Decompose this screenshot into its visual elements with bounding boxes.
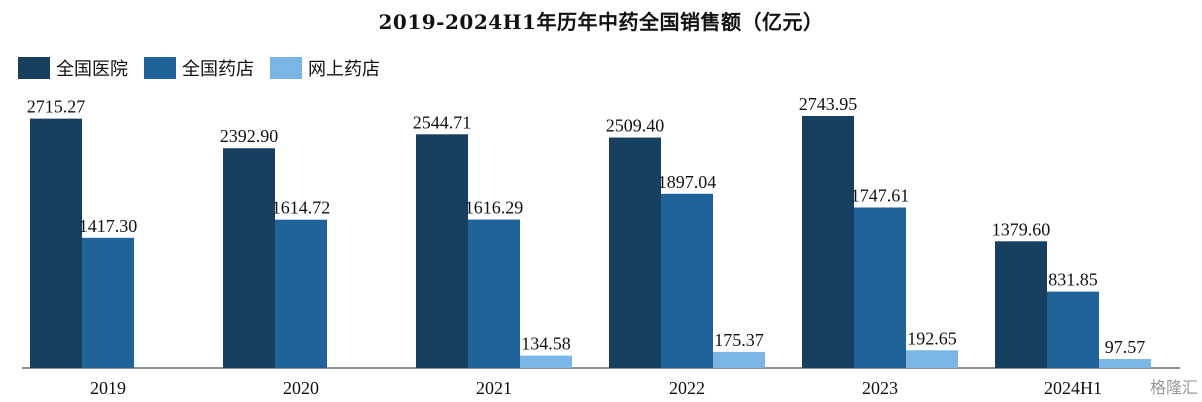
legend: 全国医院 全国药店 网上药店 (18, 55, 380, 81)
legend-item-hospital: 全国医院 (18, 55, 128, 81)
bar-pharmacy-2021 (468, 219, 520, 368)
legend-item-pharmacy: 全国药店 (144, 55, 254, 81)
x-tick-label-2021: 2021 (476, 378, 512, 398)
bar-hospital-2022 (609, 137, 661, 368)
legend-swatch-pharmacy (144, 57, 176, 79)
bar-pharmacy-2020 (275, 219, 327, 368)
value-label-pharmacy-2019: 1417.30 (79, 216, 138, 236)
bar-online-2024H1 (1099, 359, 1151, 368)
bar-hospital-2020 (223, 148, 275, 368)
legend-swatch-hospital (18, 57, 50, 79)
value-label-online-2024H1: 97.57 (1105, 337, 1146, 357)
x-tick-label-2020: 2020 (283, 378, 319, 398)
bar-hospital-2021 (416, 134, 468, 368)
value-label-pharmacy-2022: 1897.04 (658, 172, 717, 192)
value-label-online-2022: 175.37 (714, 330, 764, 350)
x-tick-label-2023: 2023 (862, 378, 898, 398)
bar-hospital-2024H1 (995, 241, 1047, 368)
x-tick-label-2022: 2022 (669, 378, 705, 398)
bar-online-2022 (713, 351, 765, 368)
bar-pharmacy-2022 (661, 193, 713, 368)
bar-hospital-2019 (30, 118, 82, 368)
bar-pharmacy-2023 (854, 207, 906, 368)
value-label-online-2021: 134.58 (521, 334, 571, 354)
bar-hospital-2023 (802, 116, 854, 368)
value-label-hospital-2019: 2715.27 (27, 97, 86, 117)
value-label-hospital-2024H1: 1379.60 (992, 219, 1051, 239)
bar-pharmacy-2024H1 (1047, 291, 1099, 368)
value-label-hospital-2021: 2544.71 (413, 112, 472, 132)
value-label-hospital-2023: 2743.95 (799, 94, 858, 114)
legend-swatch-online (270, 57, 302, 79)
bar-online-2021 (520, 355, 572, 368)
value-label-pharmacy-2024H1: 831.85 (1048, 270, 1098, 290)
value-label-pharmacy-2021: 1616.29 (465, 198, 524, 218)
value-label-pharmacy-2020: 1614.72 (272, 198, 331, 218)
watermark-logo: 格隆汇 (1149, 378, 1198, 397)
legend-label-online: 网上药店 (308, 59, 380, 80)
x-tick-label-2024H1: 2024H1 (1044, 378, 1102, 398)
legend-label-hospital: 全国医院 (56, 59, 128, 80)
value-label-pharmacy-2023: 1747.61 (851, 186, 910, 206)
bar-online-2023 (906, 350, 958, 368)
value-label-hospital-2022: 2509.40 (606, 116, 665, 136)
x-tick-label-2019: 2019 (90, 378, 126, 398)
value-label-online-2023: 192.65 (907, 328, 957, 348)
legend-item-online: 网上药店 (270, 55, 380, 81)
chart-title: 2019-2024H1年历年中药全国销售额（亿元） (378, 10, 824, 34)
value-label-hospital-2020: 2392.90 (220, 126, 279, 146)
legend-label-pharmacy: 全国药店 (182, 59, 254, 80)
bar-pharmacy-2019 (82, 237, 134, 368)
